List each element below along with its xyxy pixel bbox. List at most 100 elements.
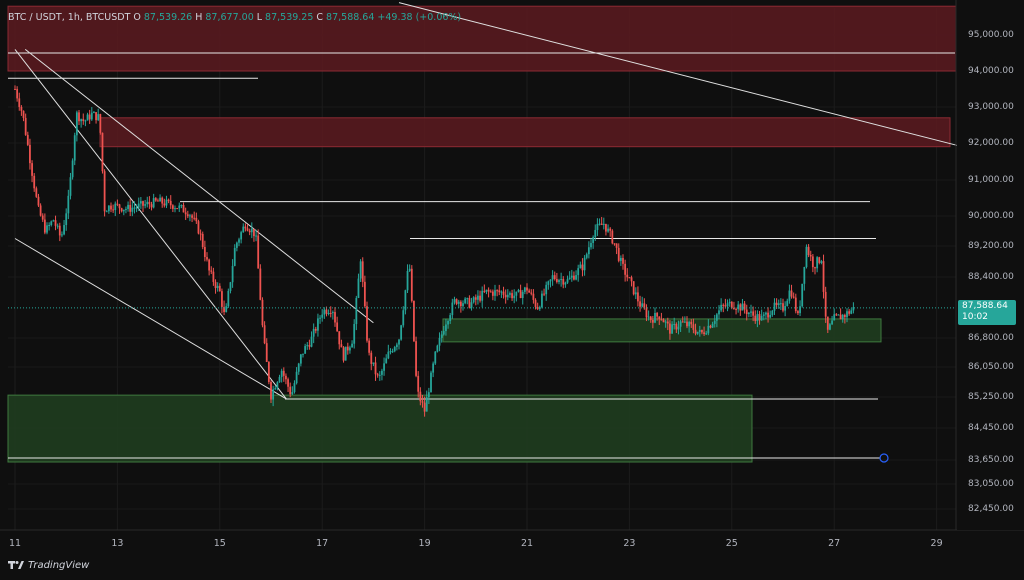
candle-body [829,324,831,330]
candle-body [250,228,253,233]
candle-body [649,316,652,320]
candle-body [346,346,349,351]
candle-body [246,228,249,231]
candle-body [118,204,121,209]
candle-body [67,195,70,214]
price-scale[interactable] [957,0,1024,530]
high-value: 87,677.00 [205,12,254,23]
tradingview-brand: TradingView [28,559,90,571]
low-label: L [256,12,263,23]
candle-body [90,112,93,120]
candle-body [788,290,791,301]
trendline [14,238,287,400]
bar-countdown: 10:02 [962,312,988,322]
candle-body [327,312,330,314]
time-tick-label: 19 [418,538,431,549]
price-tick-label: 95,000.00 [968,30,1014,40]
candle-body [750,311,752,313]
candle-body [626,274,629,278]
symbol-label[interactable]: BTC / USDT, 1h, BTCUSDT [8,12,131,23]
high-label: H [195,12,203,23]
candle-body [455,299,458,304]
candle-body [270,381,272,400]
candle-body [730,301,733,308]
candle-body [159,197,161,202]
candle-body [519,290,522,299]
candle-body [103,171,106,212]
candle-body [427,392,430,398]
candle-body [201,233,204,247]
candle-body [297,363,300,372]
candle-body [216,285,219,289]
candle-body [255,235,257,237]
candle-body [741,303,744,311]
change-value: +49.38 (+0.06%) [377,12,462,23]
candle-body [43,219,46,233]
candle-body [709,325,712,328]
candle-body [63,225,65,235]
trendline [398,2,963,148]
candle-body [852,307,855,311]
candle-body [351,343,353,348]
candle-body [449,315,452,322]
candle-body [526,287,528,291]
candle-body [773,302,776,311]
candle-body [24,117,27,135]
candle-body [807,246,810,256]
candle-body [93,112,95,114]
candle-body [545,284,548,295]
candle-body [767,312,769,318]
candle-body [816,257,819,269]
candle-body [521,291,524,299]
candle-body [587,247,590,255]
candle-body [790,290,793,297]
candle-body [163,203,166,206]
candle-body [771,310,774,315]
symbol-header: BTC / USDT, 1h, BTCUSDT O 87,539.26 H 87,6… [8,12,461,23]
tradingview-watermark[interactable]: TradingView [8,556,89,574]
candle-body [743,303,746,310]
candle-body [794,297,797,312]
candle-body [564,282,567,285]
candle-body [632,281,635,295]
candle-body [491,291,494,296]
candle-body [651,319,654,323]
candle-body [229,282,232,291]
candle-body [560,278,563,281]
candle-body [692,324,695,330]
candle-body [86,114,89,121]
support-zone [442,318,882,343]
candle-body [349,347,351,351]
candle-body [376,374,379,376]
candle-body [509,293,511,295]
candle-body [274,388,277,390]
candle-body [214,281,217,289]
candle-body [323,309,326,315]
candle-body [206,257,208,260]
low-value: 87,539.25 [265,12,314,23]
candle-body [259,268,262,300]
candle-body [52,220,55,222]
candle-body [515,291,518,296]
candle-body [120,208,123,212]
price-tick-label: 89,200.00 [968,241,1014,251]
support-zone [7,394,753,463]
candle-body [400,325,403,340]
candle-body [329,312,332,314]
candle-body [581,264,584,271]
candle-body [579,264,582,269]
candle-body [142,201,144,206]
candle-body [551,275,554,280]
candle-body [334,312,336,323]
candle-body [321,314,324,318]
candle-body [203,246,206,258]
candle-body [267,361,270,382]
candle-body [225,306,228,312]
candle-body [319,317,321,319]
candle-body [18,98,21,107]
candle-body [534,299,537,307]
candle-body [707,325,710,334]
candle-body [393,347,396,352]
